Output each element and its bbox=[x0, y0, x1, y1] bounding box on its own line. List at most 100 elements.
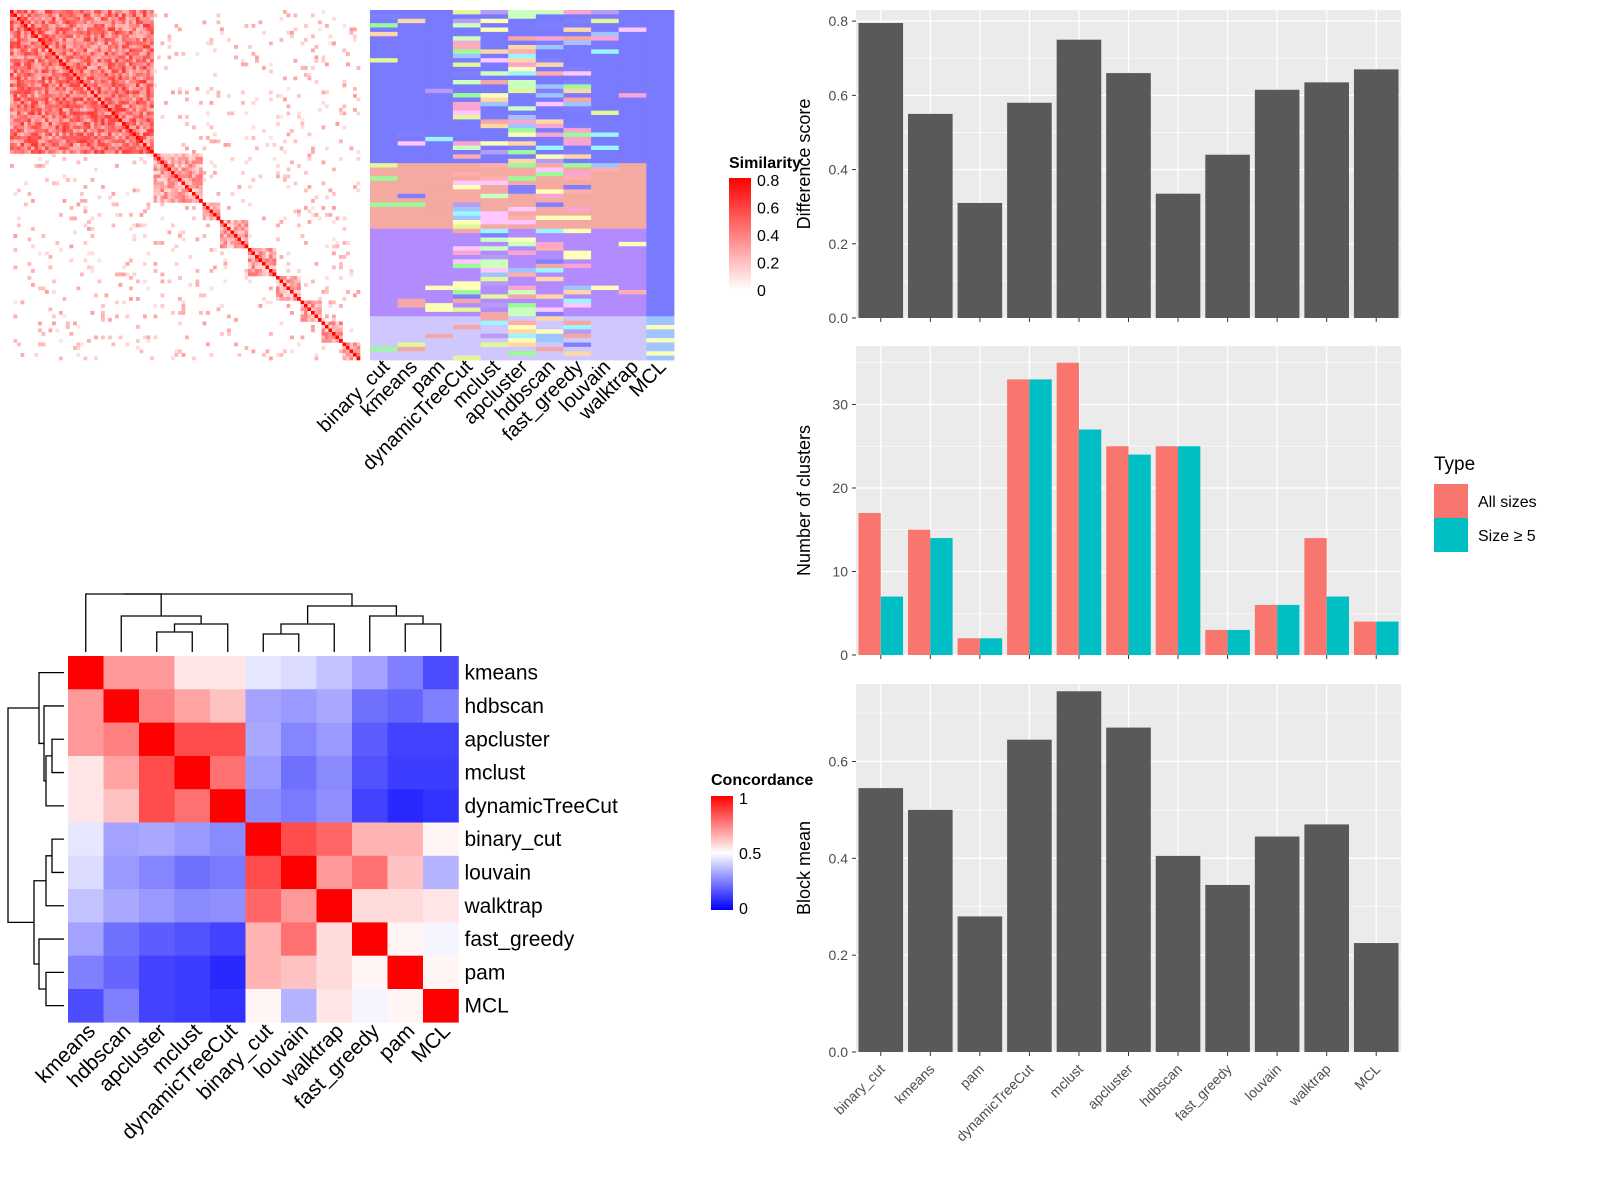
similarity-cell bbox=[143, 41, 147, 46]
membership-cell bbox=[591, 45, 620, 50]
concordance-cell bbox=[68, 789, 104, 823]
membership-cell bbox=[452, 27, 481, 33]
similarity-cell bbox=[227, 230, 231, 235]
membership-cell bbox=[535, 14, 564, 20]
membership-cell bbox=[508, 163, 537, 168]
membership-cell bbox=[425, 228, 454, 234]
similarity-cell bbox=[66, 45, 70, 49]
similarity-cell bbox=[174, 188, 179, 193]
similarity-cell bbox=[76, 69, 81, 74]
similarity-cell bbox=[80, 20, 84, 25]
similarity-cell bbox=[332, 335, 336, 340]
similarity-cell bbox=[230, 220, 235, 224]
similarity-cell bbox=[87, 104, 91, 109]
similarity-cell bbox=[290, 276, 294, 280]
similarity-cell bbox=[115, 41, 119, 46]
similarity-cell bbox=[129, 69, 133, 74]
similarity-cell bbox=[167, 230, 172, 235]
similarity-cell bbox=[241, 237, 245, 242]
similarity-cell bbox=[87, 13, 91, 18]
similarity-cell bbox=[132, 234, 137, 238]
similarity-cell bbox=[209, 41, 214, 46]
similarity-cell bbox=[13, 17, 18, 21]
similarity-cell bbox=[356, 97, 361, 102]
similarity-cell bbox=[80, 10, 84, 14]
similarity-cell bbox=[328, 304, 333, 308]
similarity-cell bbox=[157, 157, 161, 161]
similarity-cell bbox=[48, 307, 53, 312]
membership-cell bbox=[370, 84, 399, 90]
membership-cell bbox=[535, 10, 564, 15]
concordance-cell bbox=[316, 755, 353, 790]
similarity-cell bbox=[167, 34, 172, 39]
similarity-cell bbox=[167, 185, 172, 189]
similarity-cell bbox=[339, 304, 343, 308]
membership-cell bbox=[508, 237, 537, 243]
similarity-cell bbox=[52, 34, 56, 39]
x-tick-label: apcluster bbox=[1084, 1061, 1136, 1113]
similarity-cell bbox=[34, 97, 39, 102]
similarity-cell bbox=[167, 199, 172, 203]
similarity-cell bbox=[139, 87, 144, 91]
similarity-cell bbox=[76, 66, 81, 70]
concordance-cell bbox=[68, 855, 104, 890]
membership-cell bbox=[452, 171, 481, 177]
membership-cell bbox=[397, 18, 426, 24]
membership-cell bbox=[370, 202, 399, 208]
similarity-cell bbox=[353, 346, 357, 350]
membership-cell bbox=[618, 40, 647, 46]
similarity-cell bbox=[13, 248, 18, 252]
similarity-cell bbox=[20, 66, 25, 70]
similarity-cell bbox=[146, 129, 151, 133]
similarity-cell bbox=[27, 48, 32, 53]
membership-cell bbox=[397, 290, 426, 295]
similarity-cell bbox=[118, 272, 123, 277]
membership-cell bbox=[618, 75, 647, 81]
similarity-cell bbox=[118, 76, 123, 81]
similarity-cell bbox=[27, 104, 32, 109]
similarity-cell bbox=[45, 132, 49, 137]
membership-cell bbox=[425, 18, 454, 24]
similarity-cell bbox=[94, 150, 98, 154]
similarity-cell bbox=[104, 34, 109, 39]
membership-cell bbox=[646, 180, 675, 186]
similarity-cell bbox=[192, 178, 196, 182]
similarity-cell bbox=[31, 139, 35, 144]
similarity-cell bbox=[55, 76, 60, 81]
similarity-cell bbox=[90, 104, 95, 109]
membership-cell bbox=[535, 128, 564, 133]
similarity-cell bbox=[41, 234, 46, 238]
similarity-cell bbox=[94, 129, 98, 133]
similarity-cell bbox=[97, 34, 102, 39]
similarity-cell bbox=[10, 132, 14, 137]
similarity-cell bbox=[34, 62, 39, 67]
similarity-cell bbox=[66, 111, 70, 116]
bar bbox=[1254, 836, 1300, 1052]
similarity-cell bbox=[174, 157, 179, 161]
similarity-cell bbox=[104, 66, 109, 70]
similarity-cell bbox=[38, 59, 42, 63]
similarity-cell bbox=[307, 311, 312, 315]
membership-cell bbox=[480, 75, 509, 81]
concordance-cell bbox=[387, 656, 424, 690]
membership-cell bbox=[397, 228, 426, 234]
similarity-cell bbox=[52, 111, 56, 116]
similarity-cell bbox=[286, 297, 291, 301]
similarity-cell bbox=[283, 139, 287, 144]
membership-cell bbox=[591, 193, 620, 199]
similarity-cell bbox=[101, 59, 105, 63]
similarity-cell bbox=[41, 83, 46, 88]
similarity-cell bbox=[13, 48, 18, 53]
x-tick-label: kmeans bbox=[891, 1061, 937, 1107]
membership-cell bbox=[646, 193, 675, 199]
similarity-cell bbox=[20, 83, 25, 88]
similarity-cell bbox=[237, 220, 242, 224]
membership-cell bbox=[563, 351, 592, 357]
similarity-cell bbox=[27, 94, 32, 98]
membership-cell bbox=[480, 290, 509, 295]
similarity-cell bbox=[76, 108, 81, 112]
similarity-cell bbox=[143, 13, 147, 18]
similarity-cell bbox=[293, 297, 298, 301]
membership-cell bbox=[508, 110, 537, 116]
similarity-cell bbox=[108, 73, 112, 77]
